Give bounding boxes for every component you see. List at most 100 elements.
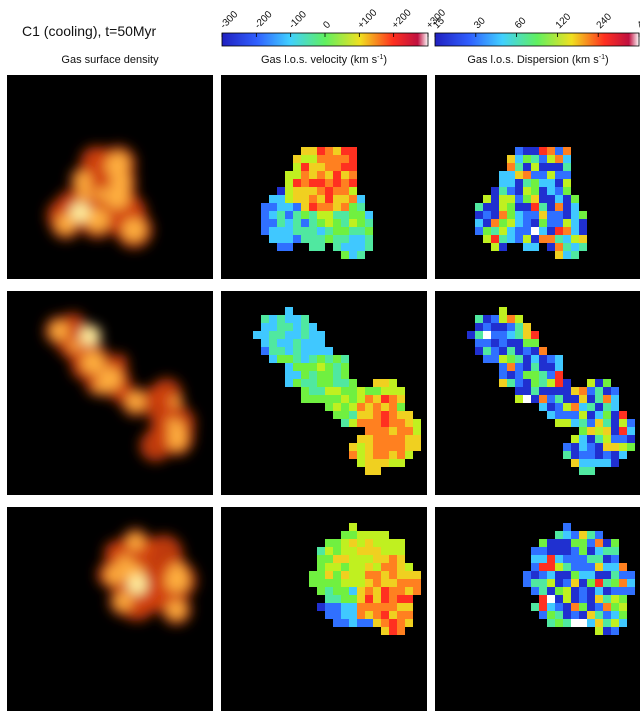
pixel bbox=[547, 379, 555, 387]
pixel bbox=[269, 211, 277, 219]
pixel bbox=[301, 219, 309, 227]
pixel bbox=[293, 315, 301, 323]
pixel bbox=[531, 203, 539, 211]
pixel bbox=[547, 355, 555, 363]
pixel bbox=[349, 611, 357, 619]
pixel bbox=[563, 179, 571, 187]
pixel bbox=[381, 563, 389, 571]
pixel bbox=[333, 227, 341, 235]
pixel bbox=[555, 395, 563, 403]
pixel bbox=[555, 419, 563, 427]
pixel bbox=[309, 179, 317, 187]
pixel bbox=[555, 547, 563, 555]
pixel bbox=[373, 435, 381, 443]
pixel bbox=[285, 227, 293, 235]
pixel bbox=[539, 187, 547, 195]
colorbar-tick-label: 0 bbox=[321, 19, 333, 31]
pixel bbox=[507, 315, 515, 323]
pixel bbox=[491, 331, 499, 339]
pixel bbox=[301, 179, 309, 187]
pixel bbox=[333, 195, 341, 203]
pixel bbox=[555, 403, 563, 411]
pixel bbox=[309, 339, 317, 347]
pixel bbox=[317, 555, 325, 563]
pixel bbox=[619, 563, 627, 571]
pixel bbox=[381, 611, 389, 619]
pixel bbox=[619, 571, 627, 579]
pixel bbox=[277, 339, 285, 347]
pixel bbox=[397, 451, 405, 459]
pixel bbox=[563, 211, 571, 219]
pixel bbox=[563, 187, 571, 195]
pixel bbox=[539, 155, 547, 163]
pixel bbox=[325, 355, 333, 363]
pixel bbox=[515, 315, 523, 323]
pixel bbox=[309, 331, 317, 339]
pixel bbox=[357, 219, 365, 227]
pixel bbox=[555, 587, 563, 595]
pixel bbox=[475, 211, 483, 219]
pixel bbox=[515, 171, 523, 179]
pixel bbox=[523, 179, 531, 187]
pixel bbox=[627, 427, 635, 435]
pixel bbox=[579, 387, 587, 395]
pixel bbox=[341, 547, 349, 555]
pixel bbox=[611, 627, 619, 635]
pixel bbox=[579, 227, 587, 235]
pixel bbox=[389, 419, 397, 427]
pixel bbox=[389, 587, 397, 595]
pixel bbox=[269, 203, 277, 211]
pixel bbox=[507, 379, 515, 387]
pixel bbox=[389, 619, 397, 627]
pixel bbox=[317, 347, 325, 355]
pixel bbox=[507, 355, 515, 363]
pixel bbox=[595, 571, 603, 579]
pixel bbox=[603, 619, 611, 627]
pixel bbox=[499, 307, 507, 315]
gas-clump-core bbox=[167, 418, 179, 430]
pixel bbox=[555, 531, 563, 539]
pixel bbox=[293, 331, 301, 339]
pixel bbox=[595, 419, 603, 427]
pixel bbox=[413, 443, 421, 451]
pixel bbox=[555, 603, 563, 611]
pixel bbox=[357, 579, 365, 587]
pixel bbox=[555, 235, 563, 243]
pixel bbox=[611, 387, 619, 395]
pixel bbox=[555, 243, 563, 251]
pixel bbox=[373, 427, 381, 435]
pixel bbox=[555, 595, 563, 603]
pixel bbox=[301, 315, 309, 323]
pixel bbox=[349, 531, 357, 539]
pixel bbox=[579, 459, 587, 467]
pixel bbox=[627, 435, 635, 443]
pixel bbox=[611, 587, 619, 595]
pixel bbox=[285, 339, 293, 347]
pixel bbox=[333, 371, 341, 379]
pixel bbox=[555, 579, 563, 587]
pixel bbox=[603, 419, 611, 427]
pixel bbox=[405, 603, 413, 611]
pixel bbox=[539, 203, 547, 211]
pixel bbox=[325, 187, 333, 195]
pixel bbox=[515, 355, 523, 363]
pixel bbox=[325, 195, 333, 203]
pixel bbox=[397, 627, 405, 635]
pixel bbox=[357, 195, 365, 203]
pixel bbox=[365, 467, 373, 475]
pixel bbox=[373, 619, 381, 627]
pixel bbox=[555, 355, 563, 363]
pixel bbox=[515, 155, 523, 163]
pixel bbox=[539, 395, 547, 403]
pixel bbox=[515, 163, 523, 171]
pixel bbox=[603, 547, 611, 555]
pixel bbox=[349, 251, 357, 259]
pixel bbox=[285, 195, 293, 203]
pixel bbox=[389, 595, 397, 603]
pixel bbox=[397, 419, 405, 427]
pixel bbox=[365, 211, 373, 219]
pixel bbox=[563, 403, 571, 411]
pixel bbox=[507, 187, 515, 195]
gas-clump-core bbox=[106, 567, 123, 585]
pixel bbox=[301, 235, 309, 243]
